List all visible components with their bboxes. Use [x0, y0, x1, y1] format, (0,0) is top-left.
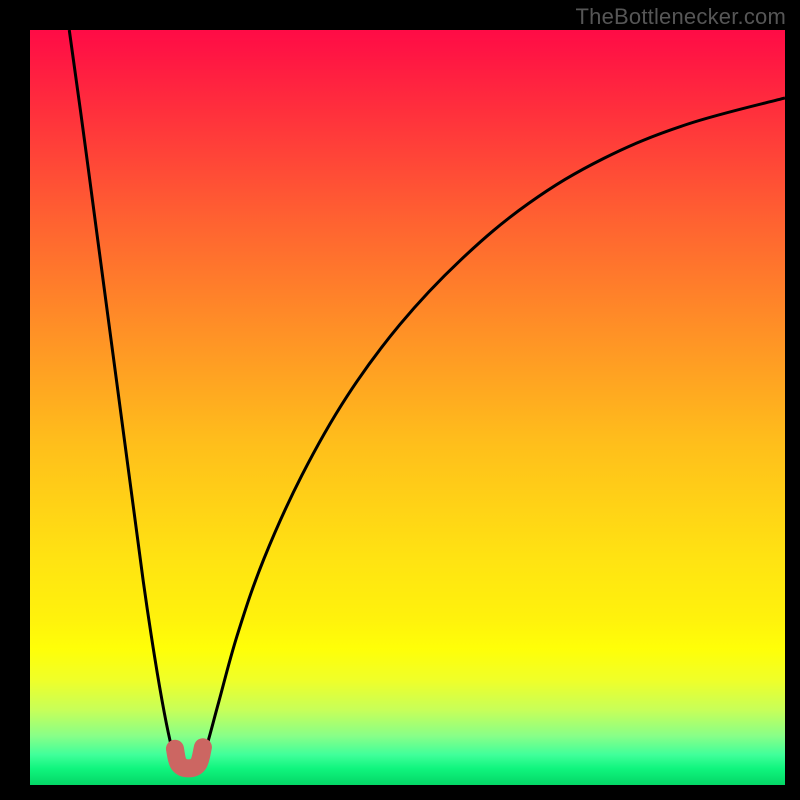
plot-area — [30, 30, 785, 785]
curve-bottom-cap — [175, 747, 203, 768]
curve-left-branch — [69, 30, 177, 766]
chart-frame: TheBottlenecker.com — [0, 0, 800, 800]
curve-right-branch — [200, 98, 785, 766]
curve-layer — [30, 30, 785, 785]
watermark-text: TheBottlenecker.com — [576, 4, 786, 30]
